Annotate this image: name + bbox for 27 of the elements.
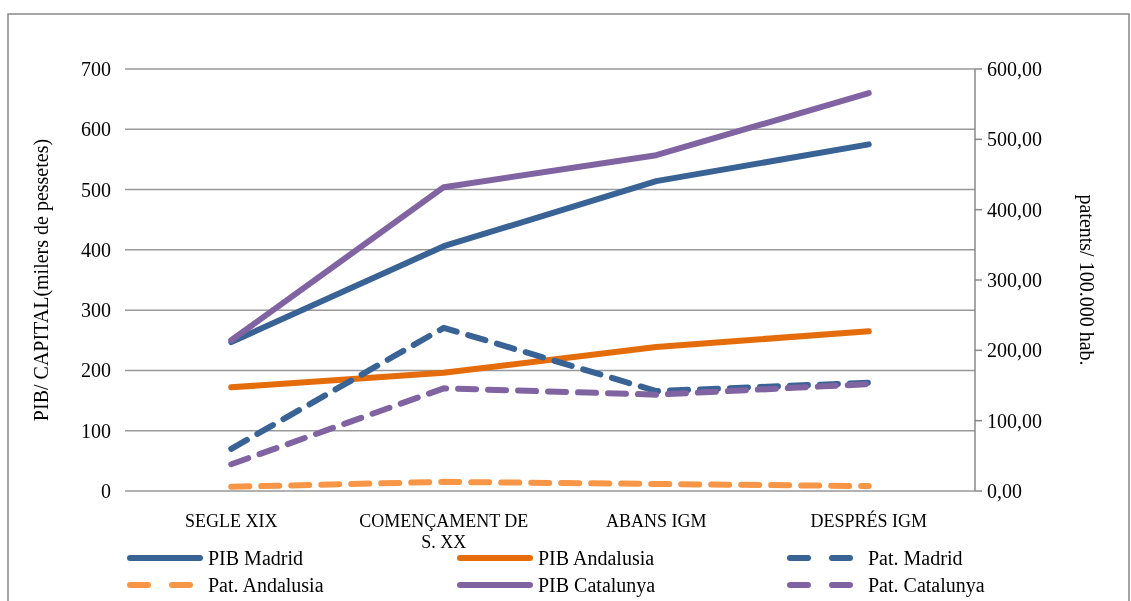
legend-label: Pat. Andalusia [208,574,324,596]
y-tick-label: 0 [101,480,111,502]
y2-tick-label: 0,00 [987,480,1022,502]
legend-label: Pat. Catalunya [868,574,985,597]
x-tick-label: COMENÇAMENT DE S. XX [359,511,529,552]
y2-tick-label: 400,00 [987,198,1042,221]
y2-tick-label: 600,00 [987,58,1042,80]
y2-tick-label: 100,00 [987,409,1042,432]
y-tick-label: 400 [81,238,111,261]
x-tick-label: DESPRÉS IGM [810,510,928,531]
y-tick-label: 200 [81,359,111,382]
y-tick-label: 100 [81,419,111,442]
x-tick-label: SEGLE XIX [185,511,278,531]
y2-tick-label: 200,00 [987,339,1042,362]
legend-label: Pat. Madrid [868,547,963,569]
legend-label: PIB Andalusia [538,547,655,569]
y-tick-label: 500 [81,178,111,201]
y-tick-label: 700 [81,58,111,80]
y-tick-label: 300 [81,299,111,322]
y2-axis-title: patents/ 100.000 hab. [1075,194,1098,366]
y-tick-label: 600 [81,118,111,141]
y2-tick-label: 300,00 [987,269,1042,291]
legend-label: PIB Catalunya [538,574,656,597]
x-tick-label: ABANS IGM [605,511,707,531]
y2-tick-label: 500,00 [987,128,1042,151]
y-axis-title: PIB/ CAPITAL(milers de pessetes) [30,138,53,422]
legend-label: PIB Madrid [208,547,303,569]
